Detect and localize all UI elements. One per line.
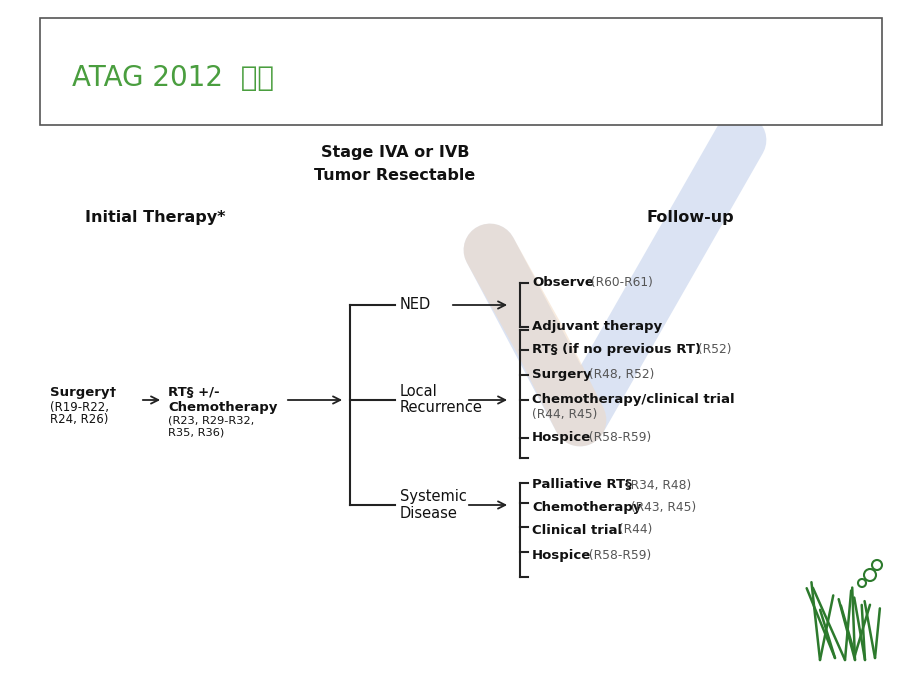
Text: (R52): (R52): [693, 344, 731, 357]
Text: Clinical trial: Clinical trial: [531, 524, 621, 537]
Text: ATAG 2012  指南: ATAG 2012 指南: [72, 64, 274, 92]
Text: (R44, R45): (R44, R45): [531, 408, 596, 422]
Text: Stage IVA or IVB: Stage IVA or IVB: [321, 146, 469, 161]
Text: Hospice: Hospice: [531, 431, 591, 444]
Text: (R44): (R44): [614, 524, 652, 537]
Text: (R43, R45): (R43, R45): [627, 500, 696, 513]
Text: RT§ (if no previous RT): RT§ (if no previous RT): [531, 344, 700, 357]
Text: Follow-up: Follow-up: [645, 210, 733, 226]
Text: RT§ +/-: RT§ +/-: [168, 386, 220, 400]
FancyBboxPatch shape: [40, 18, 881, 125]
Text: (R23, R29-R32,: (R23, R29-R32,: [168, 416, 254, 426]
Text: Surgery†: Surgery†: [50, 386, 116, 400]
Text: Adjuvant therapy: Adjuvant therapy: [531, 320, 662, 333]
Text: Initial Therapy*: Initial Therapy*: [85, 210, 225, 226]
Text: Hospice: Hospice: [531, 549, 591, 562]
Text: Systemic: Systemic: [400, 489, 466, 504]
Text: Chemotherapy: Chemotherapy: [531, 500, 641, 513]
Text: Palliative RT§: Palliative RT§: [531, 478, 631, 491]
Text: Surgery: Surgery: [531, 368, 591, 382]
Text: R24, R26): R24, R26): [50, 413, 108, 426]
Text: (R48, R52): (R48, R52): [584, 368, 653, 382]
Text: Tumor Resectable: Tumor Resectable: [314, 168, 475, 182]
Text: Chemotherapy/clinical trial: Chemotherapy/clinical trial: [531, 393, 734, 406]
Text: Recurrence: Recurrence: [400, 400, 482, 415]
Text: R35, R36): R35, R36): [168, 428, 224, 438]
Text: (R60-R61): (R60-R61): [586, 277, 652, 290]
Text: (R58-R59): (R58-R59): [584, 431, 651, 444]
Text: (R19-R22,: (R19-R22,: [50, 402, 108, 415]
Text: (R58-R59): (R58-R59): [584, 549, 651, 562]
Text: NED: NED: [400, 297, 431, 313]
Text: Chemotherapy: Chemotherapy: [168, 402, 277, 415]
Text: (R34, R48): (R34, R48): [621, 478, 690, 491]
Text: Local: Local: [400, 384, 437, 400]
Text: Observe: Observe: [531, 277, 594, 290]
Text: Disease: Disease: [400, 506, 458, 520]
